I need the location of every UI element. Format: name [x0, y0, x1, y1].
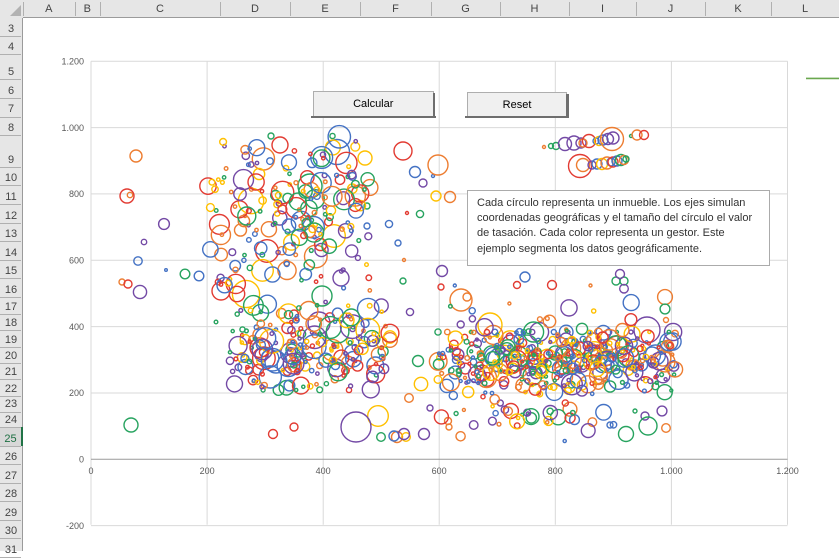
svg-text:200: 200 [69, 388, 84, 398]
svg-text:800: 800 [69, 189, 84, 199]
svg-text:-200: -200 [66, 521, 84, 531]
svg-text:400: 400 [316, 466, 331, 476]
svg-text:0: 0 [79, 455, 84, 465]
svg-text:1.000: 1.000 [660, 466, 683, 476]
svg-text:1.200: 1.200 [776, 466, 799, 476]
svg-text:200: 200 [200, 466, 215, 476]
svg-text:1.000: 1.000 [61, 123, 84, 133]
svg-text:400: 400 [69, 322, 84, 332]
svg-text:600: 600 [432, 466, 447, 476]
svg-text:800: 800 [548, 466, 563, 476]
svg-text:600: 600 [69, 255, 84, 265]
svg-text:1.200: 1.200 [61, 56, 84, 66]
svg-text:0: 0 [88, 466, 93, 476]
